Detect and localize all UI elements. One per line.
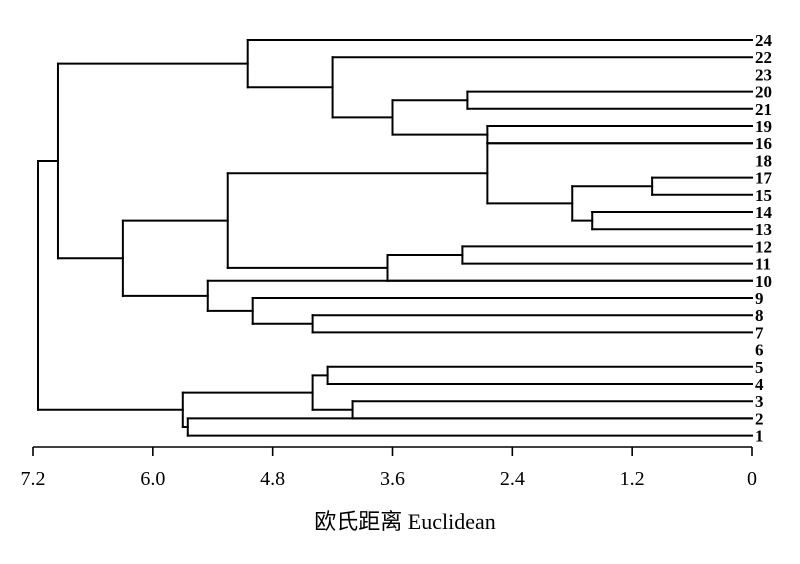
merge-21 (186, 417, 753, 437)
leaf-label-11: 11 (755, 255, 771, 274)
x-tick-label-4: 2.4 (500, 468, 525, 490)
leaf-label-12: 12 (755, 237, 772, 256)
leaf-label-1: 1 (755, 427, 764, 446)
x-tick-label-2: 4.8 (260, 468, 285, 490)
merge-16 (121, 219, 229, 297)
merge-12 (246, 39, 753, 89)
x-axis: 7.2 6.0 4.8 3.6 2.4 1.2 0 (21, 446, 757, 490)
merge-22 (181, 391, 314, 428)
leaf-label-7: 7 (755, 323, 764, 342)
dendrogram-links (36, 39, 753, 437)
leaf-label-9: 9 (755, 289, 764, 308)
merge-15 (206, 279, 753, 312)
merge-6 (386, 254, 753, 282)
merge-20 (311, 374, 354, 411)
merge-13 (311, 314, 753, 334)
leaf-label-18: 18 (755, 151, 772, 170)
merge-5 (461, 245, 753, 265)
leaf-label-20: 20 (755, 83, 772, 102)
leaf-label-16: 16 (755, 134, 772, 153)
leaf-label-14: 14 (755, 203, 773, 222)
x-tick-label-0: 7.2 (21, 468, 46, 490)
leaf-label-24: 24 (755, 31, 773, 50)
x-ticks: 7.2 6.0 4.8 3.6 2.4 1.2 0 (21, 447, 757, 490)
leaf-label-13: 13 (755, 220, 772, 239)
merge-19 (351, 400, 753, 420)
merge-10 (391, 99, 489, 136)
leaf-label-22: 22 (755, 48, 772, 67)
x-tick-label-5: 1.2 (620, 468, 645, 490)
merge-9 (486, 125, 753, 145)
merge-7 (226, 172, 489, 269)
leaf-label-17: 17 (755, 169, 773, 188)
leaf-label-8: 8 (755, 306, 764, 325)
leaf-label-10: 10 (755, 272, 772, 291)
leaf-label-5: 5 (755, 358, 764, 377)
x-tick-label-1: 6.0 (140, 468, 165, 490)
x-tick-label-6: 0 (747, 468, 757, 490)
leaf-label-23: 23 (755, 65, 772, 84)
merge-14 (251, 297, 753, 325)
merge-17 (56, 62, 249, 260)
merge-18 (326, 365, 753, 385)
leaf-label-19: 19 (755, 117, 772, 136)
leaf-label-6: 6 (755, 341, 764, 360)
leaf-label-3: 3 (755, 392, 764, 411)
leaf-label-15: 15 (755, 186, 772, 205)
merge-23 (36, 159, 184, 411)
x-axis-title: 欧氏距离 Euclidean (314, 509, 495, 534)
merge-2 (591, 211, 753, 231)
leaf-label-4: 4 (755, 375, 764, 394)
leaf-label-2: 2 (755, 409, 764, 428)
leaf-label-21: 21 (755, 100, 772, 119)
merge-1 (651, 176, 753, 196)
merge-8 (466, 90, 753, 110)
merge-3 (571, 185, 654, 222)
x-tick-label-3: 3.6 (380, 468, 405, 490)
